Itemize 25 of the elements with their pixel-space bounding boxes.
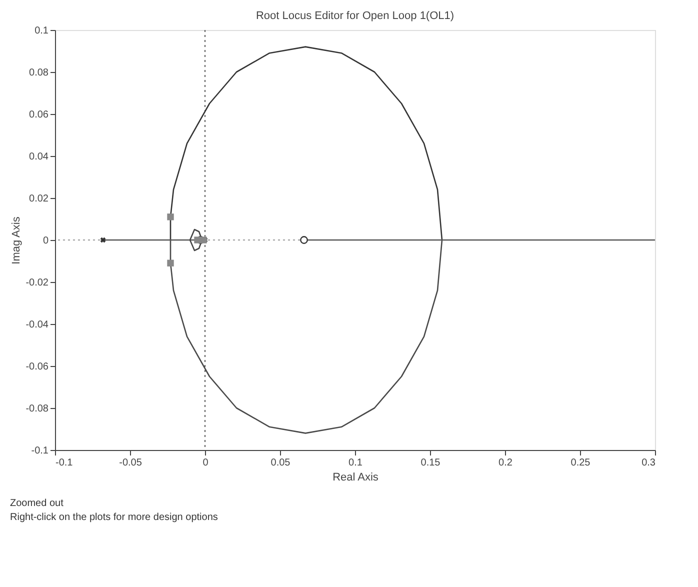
y-tick-label: 0.06 [29, 110, 49, 120]
chart-title: Root Locus Editor for Open Loop 1(OL1) [256, 10, 454, 22]
x-tick-label: 0.25 [570, 458, 591, 468]
x-tick-label: -0.05 [119, 458, 142, 468]
y-tick-label: 0.02 [29, 194, 49, 204]
y-tick-label: 0.04 [29, 152, 49, 162]
text: Zoomed out [10, 498, 64, 509]
y-tick-label: 0.1 [34, 26, 49, 36]
y-tick-label: 0.08 [29, 68, 49, 78]
y-tick-label: -0.08 [26, 404, 49, 414]
y-tick-label: -0.1 [31, 446, 49, 456]
text: Right-click on the plots for more design options [10, 512, 218, 523]
x-tick-label: 0.05 [270, 458, 291, 468]
y-tick-label: 0 [42, 236, 49, 246]
x-tick-label: 0.1 [348, 458, 363, 468]
x-tick-label: 0 [202, 458, 209, 468]
x-axis-title: Real Axis [332, 472, 379, 484]
x-tick-label: 0.3 [642, 458, 656, 468]
x-tick-label: 0.2 [498, 458, 513, 468]
y-axis-title: Imag Axis [10, 216, 23, 264]
y-tick-label: -0.02 [26, 278, 49, 288]
y-tick-label: -0.04 [26, 320, 49, 330]
x-tick-label: -0.1 [56, 458, 74, 468]
y-tick-label: -0.06 [26, 362, 49, 372]
x-tick-label: 0.15 [420, 458, 441, 468]
